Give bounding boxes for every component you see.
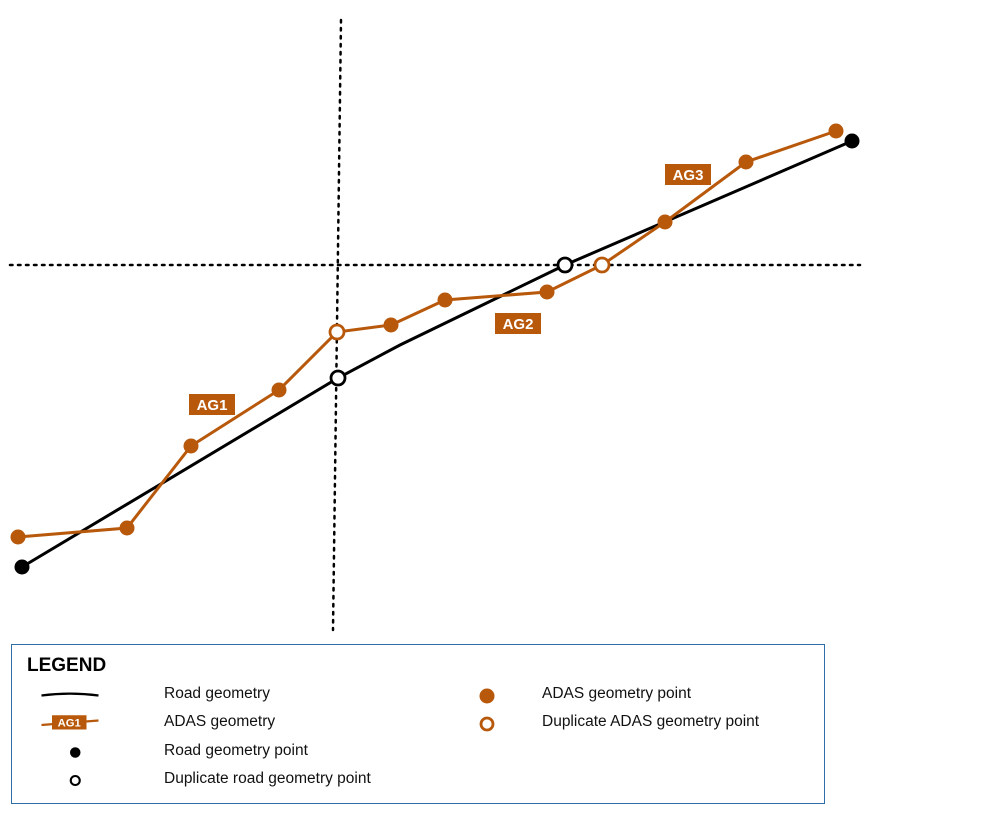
road-geometry-point xyxy=(14,559,30,575)
legend-item-road-geometry: Road geometry xyxy=(40,683,440,705)
duplicate-road-geometry-point xyxy=(556,256,574,274)
adas-geometry-point xyxy=(657,214,673,230)
duplicate-road-point-symbol xyxy=(69,774,81,787)
legend-label: Road geometry point xyxy=(164,742,308,759)
duplicate-adas-geometry-point xyxy=(328,323,346,341)
legend-item-road-geometry-point: Road geometry point xyxy=(40,740,440,762)
adas-geometry-point xyxy=(437,292,453,308)
duplicate-adas-point-symbol xyxy=(479,716,495,732)
adas-geometry-point xyxy=(271,382,287,398)
adas-segment-label-ag2: AG2 xyxy=(495,313,541,334)
legend-item-duplicate-road-geometry-point: Duplicate road geometry point xyxy=(40,768,440,790)
road-point-symbol xyxy=(70,747,81,758)
adas-segment-label-ag1: AG1 xyxy=(189,394,235,415)
legend-item-adas-geometry-point: ADAS geometry point xyxy=(478,683,818,705)
duplicate-adas-geometry-point xyxy=(593,256,611,274)
adas-segment-label-ag3: AG3 xyxy=(665,164,711,185)
adas-line-symbol: AG1 xyxy=(41,715,99,730)
adas-geometry-line xyxy=(17,129,837,539)
adas-geometry-point xyxy=(119,520,135,536)
geometry-diagram: AG1 AG2 AG3 xyxy=(8,18,862,632)
svg-text:AG1: AG1 xyxy=(197,397,228,414)
legend-item-adas-geometry: AG1 ADAS geometry xyxy=(40,711,440,733)
legend-label: Duplicate ADAS geometry point xyxy=(542,713,760,730)
legend-label: Road geometry xyxy=(164,685,270,702)
legend-label: ADAS geometry point xyxy=(542,685,692,702)
adas-geometry-point xyxy=(10,529,26,545)
legend-item-duplicate-adas-geometry-point: Duplicate ADAS geometry point xyxy=(478,711,818,733)
adas-point-symbol xyxy=(479,688,495,704)
svg-text:AG1: AG1 xyxy=(58,718,81,730)
road-geometry-point xyxy=(844,133,860,149)
adas-geometry-points xyxy=(10,123,844,545)
legend: LEGEND Road geometry AG1 ADAS geometry R… xyxy=(11,644,825,804)
road-line-symbol xyxy=(41,692,99,697)
adas-geometry-point xyxy=(383,317,399,333)
adas-geometry-point xyxy=(738,154,754,170)
road-geometry-points xyxy=(14,133,860,575)
legend-title: LEGEND xyxy=(27,655,107,676)
adas-geometry-point xyxy=(183,438,199,454)
adas-geometry-point xyxy=(828,123,844,139)
legend-label: Duplicate road geometry point xyxy=(164,770,371,787)
duplicate-road-geometry-point xyxy=(329,369,347,387)
legend-label: ADAS geometry xyxy=(164,713,276,730)
svg-text:AG3: AG3 xyxy=(673,167,704,184)
svg-text:AG2: AG2 xyxy=(503,316,534,333)
adas-geometry-point xyxy=(539,284,555,300)
